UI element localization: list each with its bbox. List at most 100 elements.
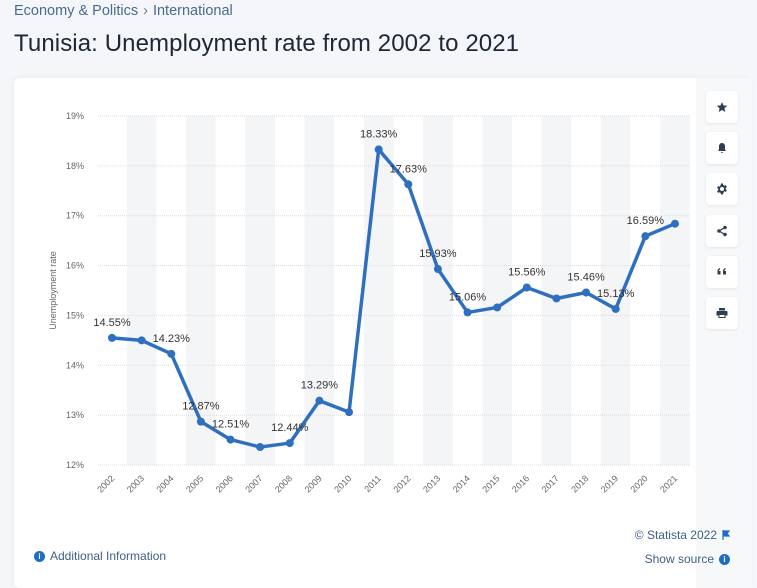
line-chart: 12% 13% 14% 15% 16% 17% 18% 19% Unemployment rat… <box>48 111 690 495</box>
data-label: 12.87% <box>182 401 220 413</box>
chart-card: 12% 13% 14% 15% 16% 17% 18% 19% Unemployment rat… <box>14 78 752 588</box>
breadcrumb-economy-politics[interactable]: Economy & Politics <box>14 3 139 19</box>
x-tick-label: 2002 <box>95 473 116 494</box>
data-label: 12.44% <box>271 422 309 434</box>
column-band <box>600 116 631 465</box>
copyright: © Statista 2022 <box>635 528 730 542</box>
x-tick-label: 2015 <box>480 473 501 494</box>
column-band <box>660 116 690 465</box>
data-label: 14.55% <box>93 317 131 329</box>
print-button[interactable] <box>706 297 738 329</box>
cite-button[interactable] <box>706 256 738 288</box>
y-tick-label: 18% <box>66 161 84 171</box>
series-line <box>110 147 677 449</box>
column-band <box>423 116 453 465</box>
show-source-label: Show source <box>644 552 714 566</box>
data-point <box>285 439 294 448</box>
x-tick-label: 2017 <box>540 473 561 494</box>
y-tick-label: 15% <box>66 310 84 320</box>
x-tick-label: 2021 <box>658 473 679 494</box>
x-tick-label: 2011 <box>362 473 383 494</box>
data-label: 12.51% <box>212 419 250 431</box>
data-point <box>315 396 324 405</box>
star-icon <box>716 102 728 112</box>
data-point <box>137 336 146 345</box>
data-point <box>108 333 116 342</box>
x-tick-label: 2004 <box>154 473 175 494</box>
data-point <box>493 303 502 312</box>
breadcrumb-international[interactable]: International <box>152 3 233 19</box>
data-label: 15.06% <box>449 291 487 303</box>
data-point <box>463 308 472 317</box>
y-tick-label: 19% <box>66 111 84 121</box>
y-tick-label: 12% <box>66 460 84 470</box>
x-tick-label: 2009 <box>303 473 324 494</box>
side-toolbar <box>696 78 752 588</box>
y-tick-label: 14% <box>66 360 84 370</box>
notification-button[interactable] <box>706 132 738 164</box>
y-tick-label: 16% <box>66 261 84 271</box>
column-band <box>482 116 513 465</box>
print-icon <box>716 308 728 318</box>
data-point <box>582 288 591 297</box>
y-tick-label: 17% <box>66 211 84 221</box>
data-point <box>433 265 442 274</box>
flag-icon[interactable] <box>722 530 730 540</box>
data-label: 13.29% <box>301 380 339 392</box>
bell-icon <box>718 143 726 153</box>
favorite-button[interactable] <box>706 91 738 123</box>
share-button[interactable] <box>706 215 738 247</box>
column-band <box>126 116 157 465</box>
x-tick-label: 2012 <box>391 473 412 494</box>
data-label: 15.56% <box>508 267 546 279</box>
x-tick-label: 2003 <box>125 473 146 494</box>
copyright-text[interactable]: © Statista 2022 <box>634 528 717 542</box>
data-point <box>345 408 354 417</box>
data-point <box>522 283 531 292</box>
data-point <box>196 417 205 426</box>
data-point <box>226 435 235 444</box>
column-band <box>245 116 275 465</box>
data-point <box>670 219 679 228</box>
data-point <box>552 294 561 303</box>
x-tick-label: 2010 <box>332 473 353 494</box>
x-tick-label: 2013 <box>421 473 442 494</box>
share-icon <box>717 225 727 237</box>
quote-icon <box>717 268 726 275</box>
x-tick-label: 2006 <box>214 473 235 494</box>
data-label: 15.46% <box>567 271 605 283</box>
page-title: Tunisia: Unemployment rate from 2002 to … <box>14 30 520 57</box>
data-point <box>167 349 176 358</box>
x-tick-label: 2019 <box>599 473 620 494</box>
y-tick-label: 13% <box>66 410 84 420</box>
gear-icon <box>717 183 727 195</box>
breadcrumb: Economy & Politics › International <box>14 3 233 19</box>
info-icon: i <box>719 553 730 565</box>
column-band <box>363 116 394 465</box>
column-band <box>304 116 335 465</box>
breadcrumb-separator: › <box>143 3 148 19</box>
additional-information-link[interactable]: i Additional Information <box>34 549 166 563</box>
x-tick-label: 2018 <box>569 473 590 494</box>
x-tick-label: 2016 <box>510 473 531 494</box>
data-label: 15.13% <box>597 288 635 300</box>
additional-information-label: Additional Information <box>50 549 167 563</box>
x-tick-label: 2005 <box>184 473 205 494</box>
info-icon: i <box>34 550 45 562</box>
data-label: 14.23% <box>153 333 191 345</box>
x-tick-label: 2007 <box>243 473 264 494</box>
x-tick-label: 2008 <box>273 473 294 494</box>
x-tick-label: 2020 <box>629 473 650 494</box>
data-label: 17.63% <box>390 163 428 175</box>
column-band <box>541 116 572 465</box>
data-label: 15.93% <box>419 248 457 260</box>
data-label: 18.33% <box>360 128 398 140</box>
x-tick-label: 2014 <box>451 473 472 494</box>
column-band <box>186 116 216 465</box>
settings-button[interactable] <box>706 173 738 205</box>
y-axis-title: Unemployment rate <box>48 251 58 330</box>
show-source-link[interactable]: Show source i <box>645 552 730 566</box>
data-point <box>404 180 413 189</box>
data-point <box>256 443 265 452</box>
data-point <box>374 145 383 154</box>
